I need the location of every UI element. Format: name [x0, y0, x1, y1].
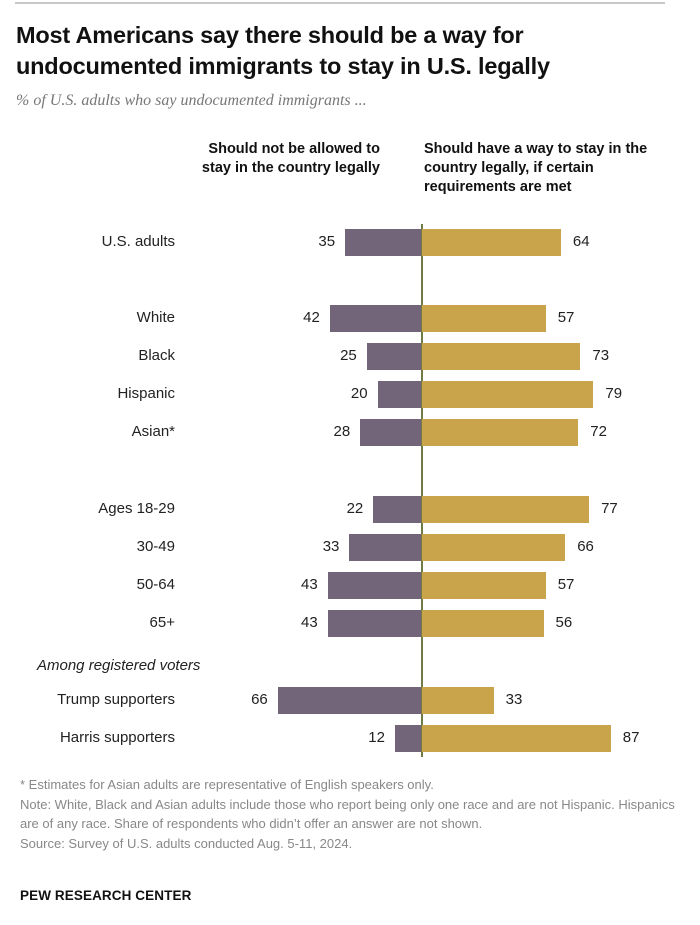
chart-title: Most Americans say there should be a way… — [16, 22, 550, 79]
footnote-note: Note: White, Black and Asian adults incl… — [20, 796, 675, 832]
value-label-not-allowed-black: 25 — [340, 347, 357, 364]
bar-way-to-stay-hispanic — [422, 380, 594, 408]
category-label-trump-supporters: Trump supporters — [57, 691, 175, 708]
value-label-not-allowed-hispanic: 20 — [350, 385, 368, 402]
top-rule — [15, 2, 665, 4]
value-label-way-to-stay-ages-18-29: 77 — [601, 500, 618, 517]
bar-not-allowed-ages-18-29 — [373, 495, 421, 523]
brand-logo-text: PEW RESEARCH CENTER — [20, 888, 192, 903]
value-label-not-allowed-asian: 28 — [333, 423, 351, 440]
bar-way-to-stay-white — [422, 304, 546, 332]
bar-not-allowed-black — [366, 342, 421, 370]
value-label-way-to-stay-asian: 72 — [590, 423, 607, 440]
category-label-hispanic: Hispanic — [117, 385, 175, 402]
bar-way-to-stay-black — [422, 342, 581, 370]
footnote-source: Source: Survey of U.S. adults conducted … — [20, 835, 353, 851]
value-label-way-to-stay-50-64: 57 — [557, 576, 575, 593]
value-label-way-to-stay-black: 73 — [592, 347, 610, 364]
bar-way-to-stay-ages-18-29 — [422, 495, 590, 523]
category-label-black: Black — [138, 347, 175, 364]
category-label-30-49: 30-49 — [136, 538, 175, 555]
category-label-u-s-adults: U.S. adults — [101, 233, 175, 250]
bar-way-to-stay-65 — [422, 609, 544, 637]
value-label-way-to-stay-hispanic: 79 — [605, 385, 623, 402]
value-label-not-allowed-65: 43 — [301, 614, 318, 631]
bar-way-to-stay-u-s-adults — [422, 228, 561, 256]
footnotes: * Estimates for Asian adults are represe… — [20, 775, 680, 853]
bar-way-to-stay-50-64 — [422, 571, 546, 599]
value-label-not-allowed-harris-supporters: 12 — [368, 729, 385, 746]
category-label-ages-18-29: Ages 18-29 — [98, 500, 175, 517]
footnote-asian: * Estimates for Asian adults are represe… — [20, 777, 434, 792]
value-label-way-to-stay-30-49: 66 — [577, 538, 594, 555]
bar-not-allowed-trump-supporters — [277, 686, 421, 714]
category-label-white: White — [136, 309, 175, 326]
bar-not-allowed-white — [329, 304, 421, 332]
value-label-not-allowed-u-s-adults: 35 — [318, 233, 336, 250]
value-label-way-to-stay-65: 56 — [555, 614, 573, 631]
category-label-50-64: 50-64 — [136, 576, 175, 593]
category-label-asian: Asian* — [131, 423, 175, 440]
category-label-harris-supporters: Harris supporters — [59, 729, 175, 746]
bar-not-allowed-65 — [327, 609, 421, 637]
value-label-not-allowed-30-49: 33 — [322, 538, 340, 555]
bar-not-allowed-hispanic — [377, 380, 421, 408]
bar-not-allowed-harris-supporters — [394, 724, 421, 752]
value-label-not-allowed-50-64: 43 — [301, 576, 318, 593]
chart-subtitle: % of U.S. adults who say undocumented im… — [16, 92, 367, 109]
value-label-way-to-stay-u-s-adults: 64 — [572, 233, 590, 250]
category-label-65: 65+ — [149, 614, 175, 631]
value-label-not-allowed-trump-supporters: 66 — [251, 691, 268, 708]
value-label-way-to-stay-harris-supporters: 87 — [622, 729, 640, 746]
center-axis-line — [421, 224, 423, 757]
bar-way-to-stay-asian — [422, 418, 579, 446]
bar-not-allowed-50-64 — [327, 571, 421, 599]
value-label-not-allowed-white: 42 — [303, 309, 320, 326]
bar-way-to-stay-30-49 — [422, 533, 566, 561]
bar-not-allowed-asian — [360, 418, 421, 446]
bar-not-allowed-u-s-adults — [345, 228, 421, 256]
value-label-way-to-stay-white: 57 — [557, 309, 575, 326]
bar-way-to-stay-trump-supporters — [422, 686, 494, 714]
group-label: Among registered voters — [37, 657, 201, 674]
bar-way-to-stay-harris-supporters — [422, 724, 611, 752]
legend-negative-series: Should not be allowed to stay in the cou… — [201, 141, 380, 176]
value-label-way-to-stay-trump-supporters: 33 — [505, 691, 523, 708]
legend-positive-series: Should have a way to stay in the country… — [424, 141, 648, 195]
value-label-not-allowed-ages-18-29: 22 — [346, 500, 364, 517]
bar-not-allowed-30-49 — [349, 533, 421, 561]
